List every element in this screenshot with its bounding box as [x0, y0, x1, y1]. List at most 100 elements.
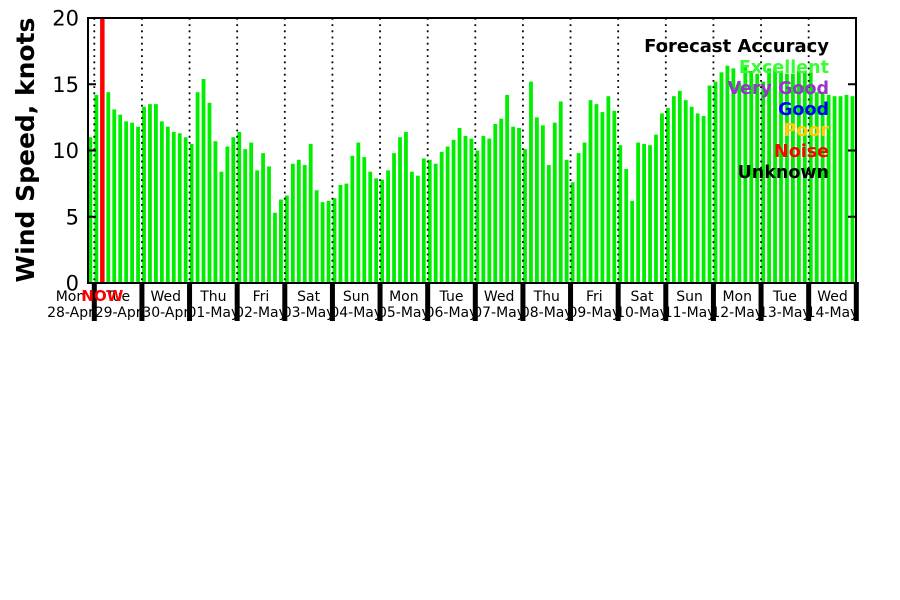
- day-boundary-tick: [520, 282, 526, 321]
- y-tick-label: 10: [52, 139, 79, 163]
- bar: [594, 104, 599, 284]
- bar: [707, 85, 712, 283]
- day-boundary-tick: [806, 282, 812, 321]
- day-boundary-tick: [710, 282, 716, 321]
- bar: [487, 138, 492, 283]
- day-date-label: 29-Apr: [95, 305, 142, 321]
- bar: [535, 117, 539, 284]
- day-name-label: Thu: [533, 289, 560, 305]
- legend-item-good: Good: [778, 100, 829, 120]
- day-date-label: 12-May: [711, 305, 763, 321]
- bar: [838, 96, 843, 284]
- y-tick-label: 0: [66, 272, 79, 296]
- day-name-label: Tue: [772, 289, 797, 305]
- day-boundary-tick: [425, 282, 431, 321]
- day-boundary-tick: [377, 282, 383, 321]
- day-boundary-tick: [282, 282, 288, 321]
- day-name-label: Sun: [676, 289, 703, 305]
- bar: [630, 200, 635, 283]
- bar: [654, 134, 658, 283]
- bar: [689, 106, 694, 283]
- day-boundary-tick: [187, 282, 193, 321]
- day-name-label: Tue: [439, 289, 464, 305]
- day-name-label: Tue: [105, 289, 130, 305]
- day-date-label: 05-May: [378, 305, 430, 321]
- day-boundary-tick: [91, 282, 97, 321]
- bar: [392, 153, 396, 283]
- bar: [410, 171, 414, 283]
- day-boundary-tick: [615, 282, 621, 321]
- bar: [332, 198, 337, 283]
- bar: [570, 182, 575, 283]
- bar: [106, 92, 111, 283]
- bar: [404, 131, 408, 283]
- bar: [582, 142, 587, 283]
- bar: [665, 108, 670, 283]
- day-date-label: 14-May: [807, 305, 859, 321]
- bar: [421, 158, 426, 283]
- bar: [451, 139, 456, 283]
- bar: [743, 67, 748, 283]
- bar: [564, 159, 569, 283]
- bar: [177, 133, 182, 283]
- day-date-label: 28-Apr: [47, 305, 94, 321]
- bar: [701, 116, 706, 283]
- bar: [326, 200, 331, 283]
- bar: [683, 100, 688, 284]
- bar: [374, 178, 379, 283]
- day-date-label: 30-Apr: [142, 305, 189, 321]
- x-axis-labels: Mon28-AprTue29-AprWed30-AprThu01-MayFri0…: [47, 282, 859, 321]
- bar: [279, 199, 283, 283]
- legend-item-excellent: Excellent: [739, 58, 829, 78]
- bar: [505, 94, 510, 283]
- bar: [314, 190, 319, 283]
- bar: [719, 72, 724, 283]
- bar: [636, 142, 641, 283]
- bar: [767, 68, 771, 283]
- bar: [433, 163, 438, 283]
- bar: [761, 81, 766, 283]
- bar: [844, 94, 849, 283]
- day-name-label: Wed: [817, 289, 848, 305]
- y-axis-labels: 0 5 10 15 20: [52, 7, 79, 296]
- legend-item-noise: Noise: [774, 142, 829, 162]
- y-axis-title: Wind Speed, knots: [11, 18, 40, 283]
- day-name-label: Sat: [631, 289, 654, 305]
- bar: [612, 110, 617, 283]
- day-name-label: Thu: [199, 289, 226, 305]
- bar: [320, 202, 325, 283]
- bar: [463, 135, 468, 283]
- bar: [499, 118, 504, 283]
- bar: [350, 155, 355, 283]
- day-name-label: Fri: [253, 289, 270, 305]
- bar: [261, 153, 265, 283]
- bar: [737, 82, 742, 284]
- bar: [529, 81, 533, 283]
- bar: [618, 145, 623, 283]
- bar: [130, 122, 134, 284]
- axes: [87, 17, 857, 284]
- now-marker-line: [100, 18, 105, 283]
- day-boundary-tick: [663, 282, 669, 321]
- day-boundary-tick: [568, 282, 574, 321]
- legend-item-unknown: Unknown: [738, 163, 829, 183]
- bar: [148, 104, 152, 284]
- bar: [511, 126, 516, 284]
- bar: [273, 212, 277, 283]
- bar: [475, 150, 480, 283]
- bar: [159, 121, 164, 283]
- bar: [124, 121, 129, 283]
- bar: [267, 166, 271, 283]
- bar: [749, 71, 754, 283]
- day-date-label: 07-May: [473, 305, 525, 321]
- bar: [493, 124, 498, 283]
- bar: [142, 106, 146, 283]
- bar: [356, 142, 361, 283]
- bar: [94, 94, 99, 283]
- day-boundary-tick: [329, 282, 335, 321]
- day-boundary-tick: [758, 282, 764, 321]
- day-name-label: Mon: [56, 289, 86, 305]
- bar: [427, 159, 432, 283]
- bar: [189, 143, 194, 284]
